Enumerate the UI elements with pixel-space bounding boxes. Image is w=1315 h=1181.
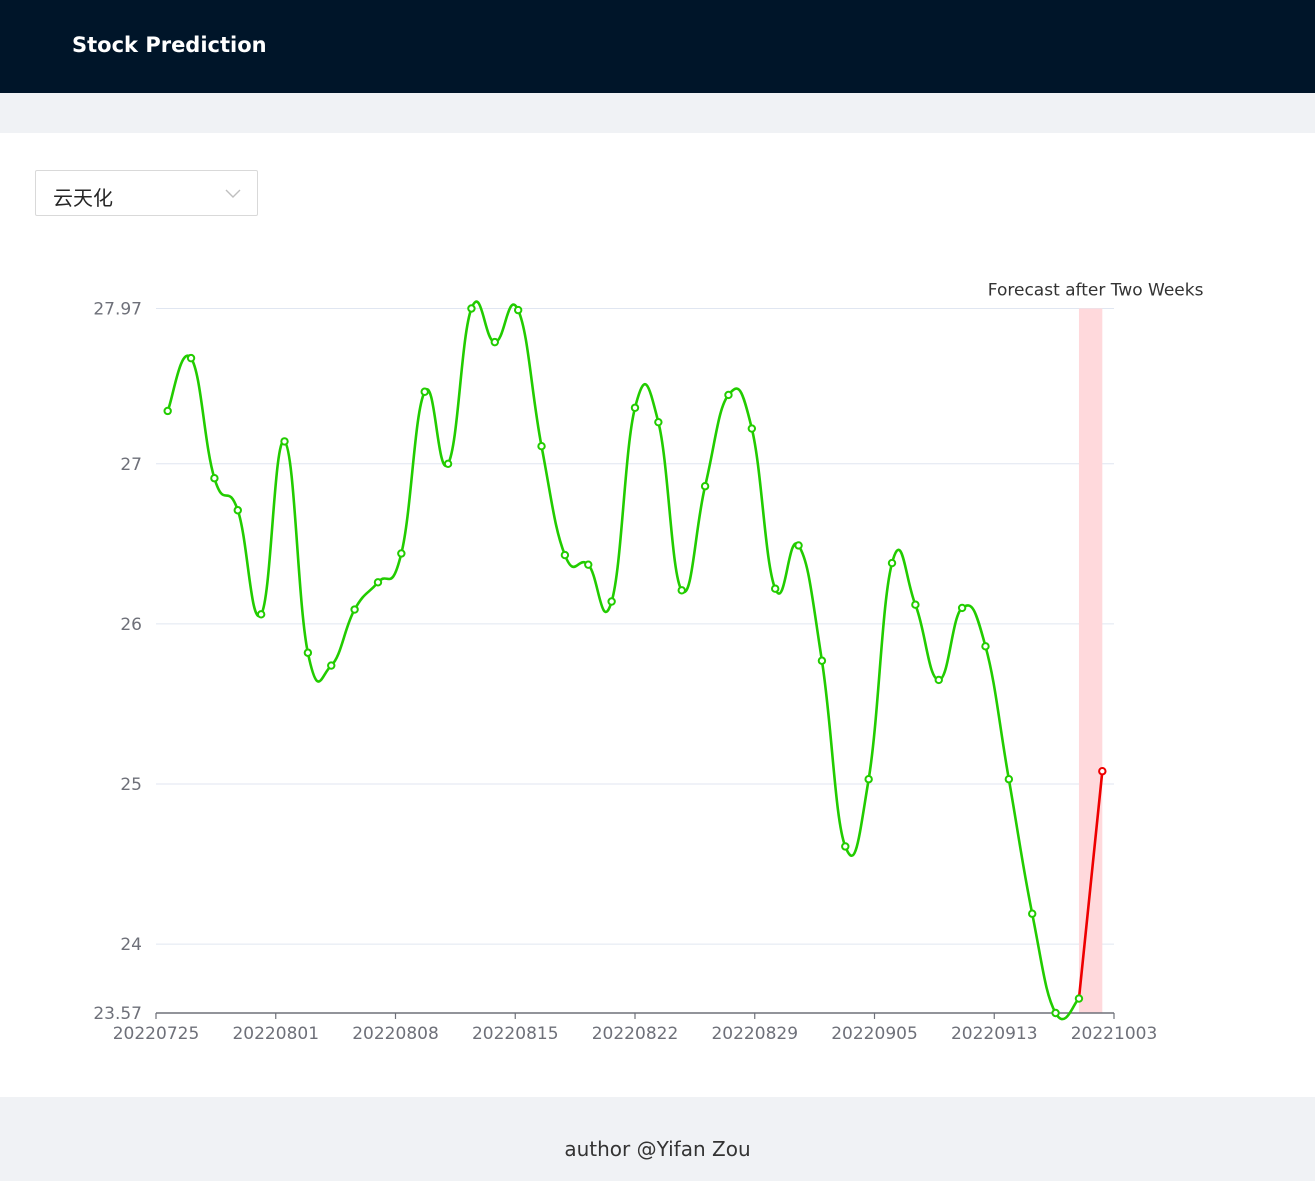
history-point (724, 390, 733, 400)
page-footer: author @Yifan Zou (0, 1097, 1315, 1181)
history-point (303, 648, 313, 657)
history-point (350, 605, 359, 614)
history-point (1028, 909, 1037, 918)
history-point (654, 417, 663, 427)
history-point (981, 642, 990, 651)
history-point (1074, 994, 1084, 1003)
y-tick-label: 26 (120, 615, 142, 635)
history-point (1051, 1008, 1060, 1018)
history-series-line (166, 300, 1080, 1021)
history-point (186, 353, 196, 363)
x-tick-label: 20220801 (232, 1024, 319, 1044)
x-tick-label: 20220822 (592, 1024, 679, 1044)
history-point (934, 675, 943, 685)
stock-select-value: 云天化 (53, 186, 113, 210)
y-tick-label: 25 (120, 775, 142, 795)
history-point (630, 403, 640, 412)
chevron-down-icon (225, 186, 241, 207)
history-point (420, 387, 429, 396)
history-point (256, 610, 266, 619)
stock-select[interactable]: 云天化 (35, 170, 258, 216)
history-point (677, 586, 686, 595)
history-point (467, 304, 476, 313)
history-point (770, 584, 780, 593)
history-point (700, 482, 710, 491)
history-point (560, 550, 570, 560)
history-point (1004, 775, 1014, 784)
history-point (490, 337, 500, 347)
x-tick-label: 20220829 (711, 1024, 798, 1044)
history-point (210, 474, 219, 483)
app-header: Stock Prediction (0, 0, 1315, 93)
x-tick-label: 20220808 (352, 1024, 439, 1044)
history-point (443, 459, 453, 469)
history-point (397, 549, 406, 558)
y-tick-label: 23.57 (93, 1004, 142, 1024)
forecast-band (1078, 308, 1103, 1013)
history-point (747, 424, 757, 433)
forecast-band-label: Forecast after Two Weeks (988, 281, 1204, 301)
main-content: 云天化 23.57 24 25 26 27 27.97 Forecast after Two… (0, 133, 1315, 1097)
history-point (957, 603, 967, 613)
history-point (887, 558, 897, 568)
y-tick-label: 27.97 (93, 300, 142, 320)
stock-chart: 23.57 24 25 26 27 27.97 Forecast after Two Wee… (93, 281, 1204, 1045)
history-point (584, 560, 593, 569)
history-point (163, 406, 172, 416)
y-tick-label: 24 (120, 935, 142, 955)
history-point (280, 437, 289, 446)
history-point (817, 656, 827, 665)
history-point (537, 441, 546, 451)
footer-author: author @Yifan Zou (564, 1137, 751, 1161)
history-point (841, 842, 850, 851)
x-tick-label: 20220913 (951, 1024, 1038, 1044)
forecast-point (1098, 767, 1107, 776)
x-tick-label: 20220905 (831, 1024, 918, 1044)
x-tick-label: 20220815 (472, 1024, 559, 1044)
x-tick-label: 20220725 (113, 1024, 200, 1044)
history-point (911, 600, 920, 609)
history-point (373, 578, 383, 587)
app-title: Stock Prediction (72, 33, 267, 57)
history-point (794, 541, 803, 550)
y-tick-label: 27 (120, 455, 142, 475)
history-point (327, 661, 336, 670)
history-point (513, 305, 523, 315)
history-point (607, 597, 616, 606)
x-tick-label: 20221003 (1071, 1024, 1158, 1044)
history-point (864, 775, 873, 784)
forecast-series-line (1077, 771, 1104, 999)
history-point (233, 506, 242, 515)
